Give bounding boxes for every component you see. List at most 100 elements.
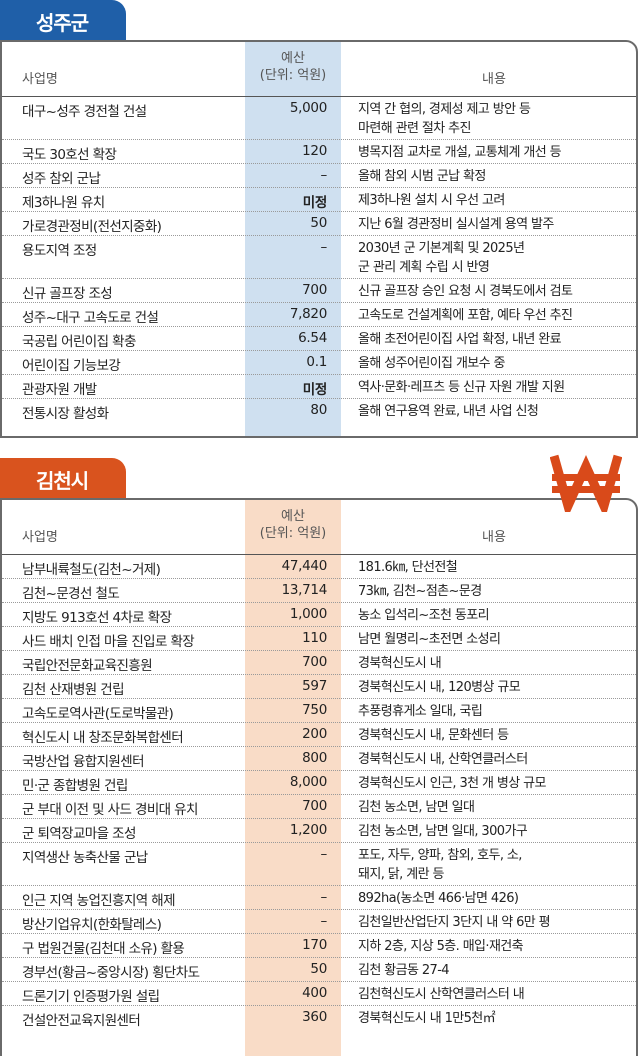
project-content: 경북혁신도시 내, 문화센터 등 [358, 726, 509, 745]
project-name: 김천 산재병원 건립 [22, 682, 125, 698]
content-line: 올해 참외 시범 군납 확정 [358, 169, 486, 184]
project-content: 892ha(농소면 466·남면 426) [358, 889, 519, 908]
project-name: 성주~대구 고속도로 건설 [22, 310, 159, 326]
project-name: 군 부대 이전 및 사드 경비대 유치 [22, 802, 198, 818]
table-row: 제3하나원 유치 미정 제3하나원 설치 시 우선 고려 [2, 187, 636, 211]
project-name: 인근 지역 농업진흥지역 해제 [22, 893, 176, 909]
project-content: 추풍령휴게소 일대, 국립 [358, 702, 483, 721]
table-row: 국도 30호선 확장 120 병목지점 교차로 개설, 교통체계 개선 등 [2, 139, 636, 163]
table-row: 군 퇴역장교마을 조성 1,200 김천 농소면, 남면 일대, 300가구 [2, 818, 636, 842]
project-content: 지하 2층, 지상 5층. 매입·재건축 [358, 937, 524, 956]
table-row: 드론기기 인증평가원 설립 400 김천혁신도시 산학연클러스터 내 [2, 981, 636, 1005]
budget-value: – [320, 889, 328, 905]
project-content: 올해 초전어린이집 사업 확정, 내년 완료 [358, 330, 562, 349]
project-name: 경부선(황금~중앙시장) 횡단차도 [22, 965, 200, 981]
content-line: 농소 입석리~조천 동포리 [358, 608, 490, 623]
project-content: 지역 간 협의, 경제성 제고 방안 등 마련해 관련 절차 추진 [358, 100, 531, 138]
budget-value: 597 [302, 678, 327, 694]
table-row: 민·군 종합병원 건립 8,000 경북혁신도시 인근, 3천 개 병상 규모 [2, 770, 636, 794]
table-row: 군 부대 이전 및 사드 경비대 유치 700 김천 농소면, 남면 일대 [2, 794, 636, 818]
table-row: 지방도 913호선 4차로 확장 1,000 농소 입석리~조천 동포리 [2, 602, 636, 626]
project-name: 제3하나원 유치 [22, 195, 105, 211]
content-line: 올해 초전어린이집 사업 확정, 내년 완료 [358, 332, 562, 347]
project-name: 전통시장 활성화 [22, 406, 109, 422]
table-row: 경부선(황금~중앙시장) 횡단차도 50 김천 황금동 27-4 [2, 957, 636, 981]
project-name: 남부내륙철도(김천~거제) [22, 562, 161, 578]
header-name: 사업명 [22, 72, 58, 87]
content-line: 73㎞, 김천~점촌~문경 [358, 584, 482, 599]
content-line: 2030년 군 기본계획 및 2025년 [358, 241, 525, 256]
content-line: 김천 황금동 27-4 [358, 963, 450, 978]
content-line: 남면 월명리~초전면 소성리 [358, 632, 501, 647]
project-name: 방산기업유치(한화탈레스) [22, 917, 162, 933]
project-name: 성주 참외 군납 [22, 171, 101, 187]
content-line: 892ha(농소면 466·남면 426) [358, 891, 519, 906]
project-content: 김천 농소면, 남면 일대 [358, 798, 475, 817]
table-row: 구 법원건물(김천대 소유) 활용 170 지하 2층, 지상 5층. 매입·재건축 [2, 933, 636, 957]
project-name: 지역생산 농축산물 군납 [22, 850, 148, 866]
budget-value: 700 [302, 654, 327, 670]
content-line: 군 관리 계획 수립 시 반영 [358, 260, 490, 275]
project-name: 관광자원 개발 [22, 382, 97, 398]
content-line: 제3하나원 설치 시 우선 고려 [358, 193, 505, 208]
budget-value: 80 [310, 402, 327, 418]
table-row: 용도지역 조정 – 2030년 군 기본계획 및 2025년 군 관리 계획 수립 시… [2, 235, 636, 278]
project-content: 181.6㎞, 단선전철 [358, 558, 458, 577]
table-header: 사업명 예산 (단위: 억원) 내용 [2, 500, 636, 554]
content-line: 경북혁신도시 내 [358, 656, 442, 671]
table-row: 어린이집 기능보강 0.1 올해 성주어린이집 개보수 중 [2, 350, 636, 374]
table-row: 성주~대구 고속도로 건설 7,820 고속도로 건설계획에 포함, 예타 우선 추… [2, 302, 636, 326]
project-name: 혁신도시 내 창조문화복합센터 [22, 730, 184, 746]
budget-value: 미정 [302, 195, 328, 211]
header-name: 사업명 [22, 530, 58, 545]
project-name: 민·군 종합병원 건립 [22, 778, 128, 794]
project-content: 올해 참외 시범 군납 확정 [358, 167, 486, 186]
content-line: 경북혁신도시 내, 산학연클러스터 [358, 752, 528, 767]
project-content: 김천혁신도시 산학연클러스터 내 [358, 985, 525, 1004]
budget-value: 170 [302, 937, 327, 953]
content-line: 고속도로 건설계획에 포함, 예타 우선 추진 [358, 308, 573, 323]
table-header: 사업명 예산 (단위: 억원) 내용 [2, 42, 636, 96]
budget-value: 750 [302, 702, 327, 718]
project-content: 고속도로 건설계획에 포함, 예타 우선 추진 [358, 306, 573, 325]
project-content: 올해 성주어린이집 개보수 중 [358, 354, 506, 373]
budget-value: 47,440 [281, 558, 328, 574]
won-sign-icon [550, 454, 622, 512]
budget-value: 120 [302, 143, 327, 159]
project-name: 국립안전문화교육진흥원 [22, 658, 153, 674]
project-name: 어린이집 기능보강 [22, 358, 121, 374]
table-row: 건설안전교육지원센터 360 경북혁신도시 내 1만5천㎡ [2, 1005, 636, 1029]
budget-value: 700 [302, 798, 327, 814]
project-content: 지난 6월 경관정비 실시설계 용역 발주 [358, 215, 554, 234]
gimcheon-rows: 남부내륙철도(김천~거제) 47,440 181.6㎞, 단선전철 김천~문경선 철도… [2, 554, 636, 1029]
project-content: 경북혁신도시 내, 산학연클러스터 [358, 750, 528, 769]
table-row: 김천 산재병원 건립 597 경북혁신도시 내, 120병상 규모 [2, 674, 636, 698]
gimcheon-table: 사업명 예산 (단위: 억원) 내용 남부내륙철도(김천~거제) 47,440 181… [0, 498, 638, 1056]
budget-value: 0.1 [306, 354, 327, 370]
budget-value: 800 [302, 750, 327, 766]
project-content: 김천 황금동 27-4 [358, 961, 450, 980]
budget-value: 13,714 [281, 582, 328, 598]
content-line: 김천 농소면, 남면 일대 [358, 800, 475, 815]
table-row: 사드 배치 인접 마을 진입로 확장 110 남면 월명리~초전면 소성리 [2, 626, 636, 650]
project-name: 국공립 어린이집 확충 [22, 334, 136, 350]
project-name: 고속도로역사관(도로박물관) [22, 706, 174, 722]
table-row: 방산기업유치(한화탈레스) – 김천일반산업단지 3단지 내 약 6만 평 [2, 909, 636, 933]
table-row: 인근 지역 농업진흥지역 해제 – 892ha(농소면 466·남면 426) [2, 885, 636, 909]
content-line: 역사·문화·레프츠 등 신규 자원 개발 지원 [358, 380, 565, 395]
budget-column-highlight [245, 42, 341, 436]
content-line: 지하 2층, 지상 5층. 매입·재건축 [358, 939, 524, 954]
table-row: 고속도로역사관(도로박물관) 750 추풍령휴게소 일대, 국립 [2, 698, 636, 722]
table-row: 대구~성주 경전철 건설 5,000 지역 간 협의, 경제성 제고 방안 등 마련해… [2, 96, 636, 139]
budget-value: 1,000 [289, 606, 327, 622]
content-line: 돼지, 닭, 계란 등 [358, 867, 444, 882]
table-row: 관광자원 개발 미정 역사·문화·레프츠 등 신규 자원 개발 지원 [2, 374, 636, 398]
table-row: 신규 골프장 조성 700 신규 골프장 승인 요청 시 경북도에서 검토 [2, 278, 636, 302]
project-content: 농소 입석리~조천 동포리 [358, 606, 490, 625]
project-name: 사드 배치 인접 마을 진입로 확장 [22, 634, 195, 650]
project-name: 지방도 913호선 4차로 확장 [22, 610, 172, 626]
table-row: 혁신도시 내 창조문화복합센터 200 경북혁신도시 내, 문화센터 등 [2, 722, 636, 746]
project-name: 군 퇴역장교마을 조성 [22, 826, 136, 842]
project-name: 신규 골프장 조성 [22, 286, 113, 302]
